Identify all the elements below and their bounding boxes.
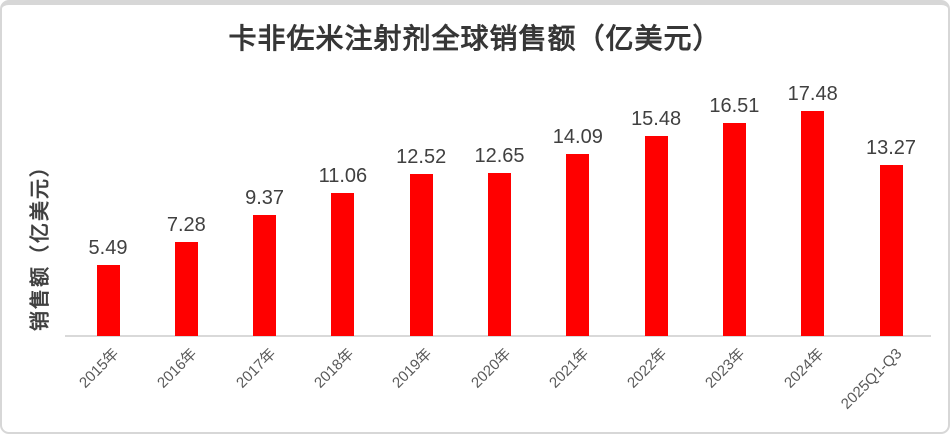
- x-axis-tick-label: 2019年: [389, 345, 436, 392]
- bar: [253, 215, 277, 336]
- bar-value-label: 9.37: [245, 187, 285, 210]
- bar-value-label: 16.51: [709, 95, 760, 118]
- bar-value-label: 5.49: [88, 237, 128, 260]
- bar-value-label: 11.06: [318, 165, 368, 188]
- bar: [96, 265, 120, 336]
- bar: [409, 174, 433, 336]
- y-axis-label: 销售额（亿美元）: [29, 155, 52, 331]
- x-axis-line: [65, 335, 931, 337]
- bar: [644, 136, 668, 336]
- x-axis-tick-label: 2015年: [76, 345, 123, 392]
- bar-value-label: 15.48: [631, 108, 682, 131]
- x-axis-tick-label: 2021年: [545, 345, 593, 392]
- bar: [722, 123, 746, 336]
- x-axis-tick-label: 2024年: [780, 345, 828, 392]
- x-axis-tick-label: 2022年: [624, 345, 671, 392]
- x-axis-tick-label: 2017年: [232, 345, 279, 392]
- bar: [801, 110, 825, 336]
- x-axis-tick-label: 2018年: [310, 345, 358, 392]
- bar: [879, 164, 903, 336]
- bar: [488, 172, 511, 336]
- bar-value-label: 13.27: [865, 136, 917, 159]
- x-axis-tick-label: 2016年: [154, 345, 201, 392]
- bar-value-label: 7.28: [166, 214, 206, 237]
- bar-value-label: 17.48: [787, 82, 838, 105]
- bar: [331, 193, 355, 336]
- bar: [566, 154, 590, 336]
- bar-value-label: 12.52: [396, 146, 447, 169]
- chart-title: 卡非佐米注射剂全球销售额（亿美元）: [228, 24, 722, 55]
- x-axis-tick-label: 2020年: [467, 345, 514, 392]
- bar: [174, 242, 198, 336]
- bar-value-label: 14.09: [552, 126, 603, 149]
- x-axis-tick-label: 2023年: [702, 345, 749, 392]
- x-axis-tick-label: 2025Q1-Q3: [837, 345, 906, 413]
- bar-value-label: 12.65: [474, 144, 525, 167]
